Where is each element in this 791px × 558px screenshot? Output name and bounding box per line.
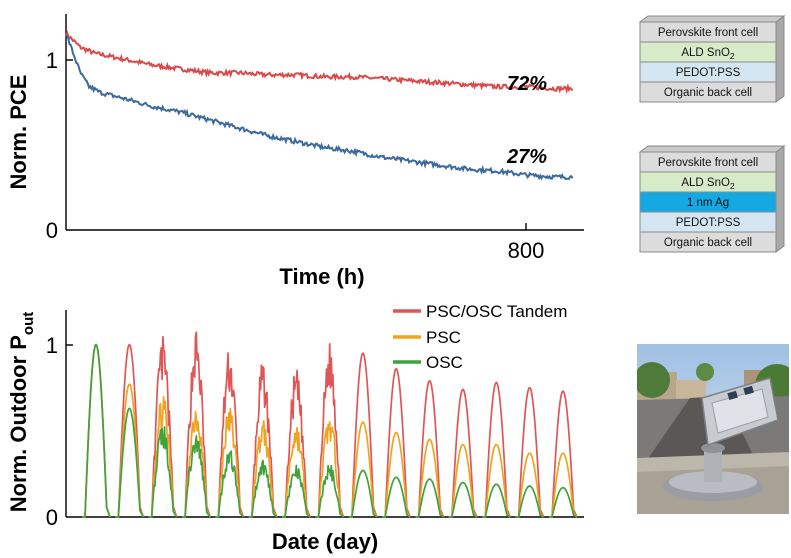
legend-label-osc: OSC [426,353,463,372]
pce-y-axis-title: Norm. PCE [6,75,31,190]
stack-layer-label: PEDOT:PSS [676,67,741,79]
outdoor-y-tick-label-0: 0 [46,505,58,530]
stack-layer-label: Perovskite front cell [658,157,758,169]
stack-top-face [638,145,786,153]
device-stack-ald: Perovskite front cell ALD SnO2 PEDOT:PSS Or… [638,15,786,103]
outdoor-y-axis-title: Norm. Outdoor Pout [6,312,37,513]
outdoor-chart: 1 0 Date (day) Norm. Outdoor Pout PSC/OS… [6,302,584,554]
pce-annotation-72: 72% [507,73,547,95]
outdoor-series-group [82,331,578,518]
stack-layer-label: ALD SnO2 [681,47,735,61]
pce-annotation-27: 27% [506,146,547,168]
outdoor-y-axis-title-sub: out [20,312,37,335]
stack-layer-label: 1 nm Ag [687,197,729,209]
legend-label-tandem: PSC/OSC Tandem [426,302,567,321]
outdoor-y-axis-title-main: Norm. Outdoor P [6,335,31,512]
stack-top-face [638,15,786,23]
device-stack-ag: Perovskite front cell ALD SnO2 1 nm Ag PEDO… [638,145,786,253]
pce-chart: 1 0 800 Time (h) Norm. PCE 72% 27% [6,14,584,289]
pce-x-tick-label-800: 800 [508,238,545,263]
stack-layer [639,81,777,103]
outdoor-test-photo [637,344,789,514]
pce-x-axis-title: Time (h) [279,264,364,289]
stack-layer-label: PEDOT:PSS [676,217,741,229]
pce-series-tandem-ald-line [65,29,574,95]
outdoor-series-osc-line [82,343,578,518]
pce-y-tick-label-0: 0 [46,218,58,243]
stack-layer-label: ALD SnO2 [681,177,735,191]
stack-layer-label: Perovskite front cell [658,27,758,39]
stack-side-face [775,15,785,103]
pce-series-tandem-ag-line [65,34,574,181]
stack-layer-label: Organic back cell [664,237,752,249]
pce-y-tick-label-1: 1 [46,48,58,73]
outdoor-legend: PSC/OSC Tandem PSC OSC [393,302,567,372]
stack-layer-label: Organic back cell [664,87,752,99]
stack-layer [639,231,777,253]
outdoor-x-axis-title: Date (day) [272,529,378,554]
outdoor-y-tick-label-1: 1 [46,333,58,358]
stack-side-face [775,145,785,253]
legend-label-psc: PSC [426,328,461,347]
